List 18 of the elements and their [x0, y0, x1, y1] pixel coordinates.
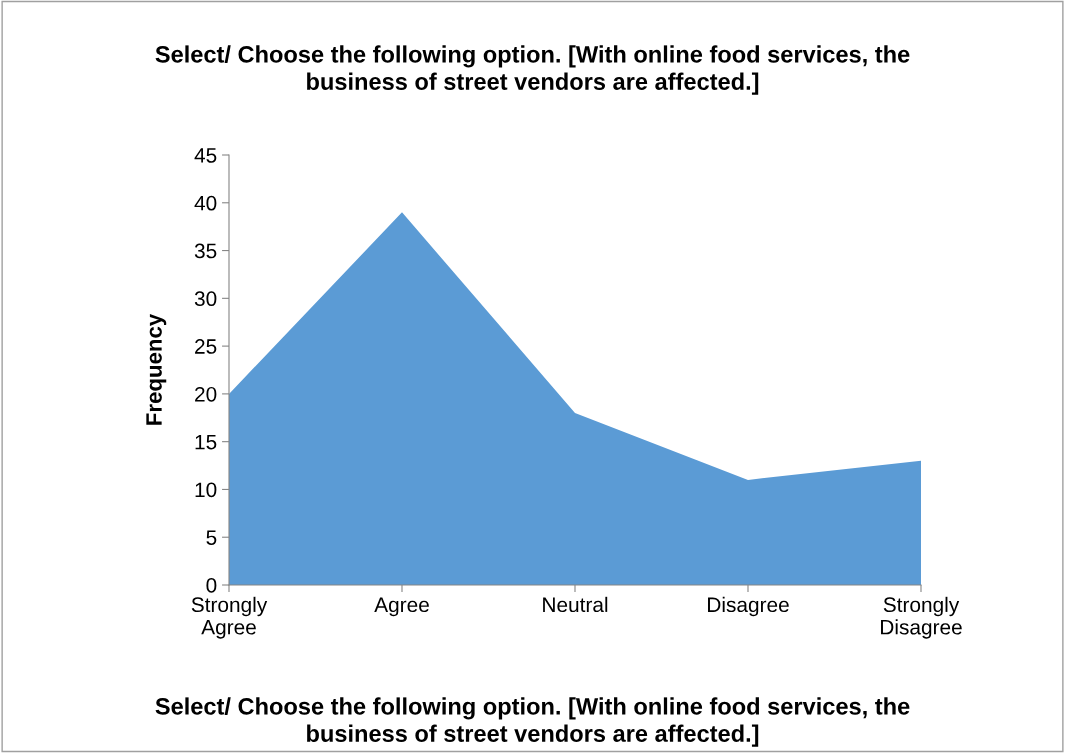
x-tick-label: Strongly Agree [191, 596, 268, 639]
y-tick-label: 0 [206, 578, 217, 593]
x-tick-label: Disagree [708, 596, 789, 617]
y-axis-title: Frequency [146, 313, 167, 425]
y-tick-label: 15 [195, 434, 217, 450]
y-tick-label: 40 [194, 195, 217, 211]
chart-title: Select/ Choose the following option. [With online food services, the business of street vendors are affected.] [155, 45, 910, 95]
x-axis-title: Select/ Choose the following option. [With online food services, the business of street vendors are affected.] [155, 697, 910, 747]
x-tick-label: Strongly Disagree [881, 596, 962, 639]
y-tick-label: 20 [195, 386, 217, 402]
x-tick-label: Neutral [543, 596, 608, 613]
y-tick-label: 30 [194, 291, 217, 307]
x-tick-label: Agree [374, 597, 429, 617]
y-tick-label: 35 [194, 243, 217, 259]
y-tick-label: 5 [206, 530, 217, 545]
y-tick-label: 25 [195, 339, 217, 354]
y-tick-label: 45 [194, 148, 217, 163]
y-tick-label: 10 [195, 482, 217, 498]
